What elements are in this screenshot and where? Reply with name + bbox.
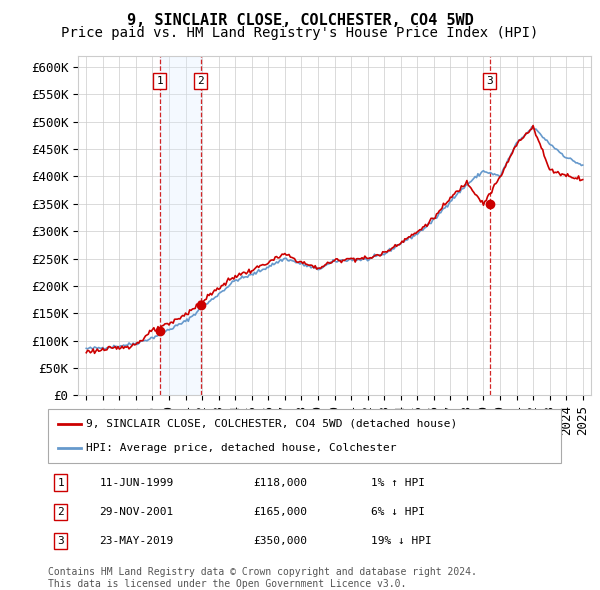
Text: 23-MAY-2019: 23-MAY-2019 xyxy=(100,536,173,546)
Text: 3: 3 xyxy=(58,536,64,546)
Text: Contains HM Land Registry data © Crown copyright and database right 2024.
This d: Contains HM Land Registry data © Crown c… xyxy=(48,567,477,589)
Text: 11-JUN-1999: 11-JUN-1999 xyxy=(100,477,173,487)
Text: 3: 3 xyxy=(487,76,493,86)
Text: 9, SINCLAIR CLOSE, COLCHESTER, CO4 5WD: 9, SINCLAIR CLOSE, COLCHESTER, CO4 5WD xyxy=(127,13,473,28)
Text: £165,000: £165,000 xyxy=(253,507,307,517)
Text: 9, SINCLAIR CLOSE, COLCHESTER, CO4 5WD (detached house): 9, SINCLAIR CLOSE, COLCHESTER, CO4 5WD (… xyxy=(86,418,458,428)
Text: 19% ↓ HPI: 19% ↓ HPI xyxy=(371,536,432,546)
Text: 2: 2 xyxy=(197,76,204,86)
Text: 29-NOV-2001: 29-NOV-2001 xyxy=(100,507,173,517)
Text: £118,000: £118,000 xyxy=(253,477,307,487)
Text: 1% ↑ HPI: 1% ↑ HPI xyxy=(371,477,425,487)
Text: £350,000: £350,000 xyxy=(253,536,307,546)
Text: 1: 1 xyxy=(58,477,64,487)
Bar xyxy=(160,56,200,395)
FancyBboxPatch shape xyxy=(48,409,561,463)
Text: 1: 1 xyxy=(157,76,163,86)
Text: 6% ↓ HPI: 6% ↓ HPI xyxy=(371,507,425,517)
Text: Price paid vs. HM Land Registry's House Price Index (HPI): Price paid vs. HM Land Registry's House … xyxy=(61,26,539,40)
Text: 2: 2 xyxy=(58,507,64,517)
Text: HPI: Average price, detached house, Colchester: HPI: Average price, detached house, Colc… xyxy=(86,444,397,454)
